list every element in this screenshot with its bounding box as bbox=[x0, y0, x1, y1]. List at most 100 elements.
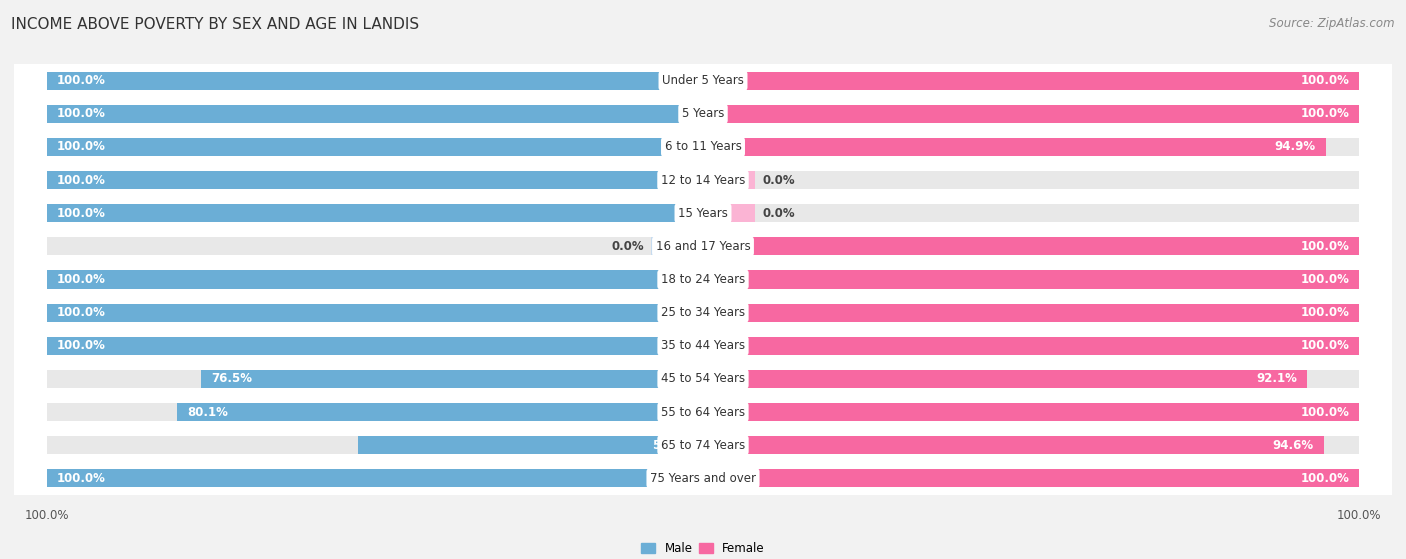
Bar bbox=[703, 337, 1360, 355]
Bar bbox=[46, 369, 703, 388]
Legend: Male, Female: Male, Female bbox=[637, 537, 769, 559]
Text: 18 to 24 Years: 18 to 24 Years bbox=[661, 273, 745, 286]
Bar bbox=[14, 462, 1392, 495]
Text: 52.6%: 52.6% bbox=[652, 439, 693, 452]
Bar bbox=[46, 72, 703, 90]
Bar bbox=[46, 171, 703, 190]
Text: 100.0%: 100.0% bbox=[56, 306, 105, 319]
Bar bbox=[46, 337, 703, 355]
Bar bbox=[46, 237, 703, 255]
Bar bbox=[703, 436, 1360, 454]
Bar bbox=[703, 469, 1360, 487]
Text: 100.0%: 100.0% bbox=[56, 273, 105, 286]
Text: INCOME ABOVE POVERTY BY SEX AND AGE IN LANDIS: INCOME ABOVE POVERTY BY SEX AND AGE IN L… bbox=[11, 17, 419, 32]
Bar bbox=[46, 403, 703, 421]
Bar bbox=[46, 337, 703, 355]
Bar bbox=[703, 436, 1323, 454]
Bar bbox=[703, 369, 1360, 388]
Bar bbox=[201, 369, 703, 388]
Bar bbox=[14, 395, 1392, 429]
Bar bbox=[14, 230, 1392, 263]
Text: 100.0%: 100.0% bbox=[1301, 472, 1350, 485]
Bar bbox=[703, 403, 1360, 421]
Bar bbox=[703, 105, 1360, 123]
Bar bbox=[14, 197, 1392, 230]
Bar bbox=[46, 72, 703, 90]
Bar bbox=[359, 436, 703, 454]
Bar bbox=[46, 105, 703, 123]
Text: 55 to 64 Years: 55 to 64 Years bbox=[661, 405, 745, 419]
Text: 25 to 34 Years: 25 to 34 Years bbox=[661, 306, 745, 319]
Text: 100.0%: 100.0% bbox=[1301, 273, 1350, 286]
Text: 76.5%: 76.5% bbox=[211, 372, 252, 385]
Bar bbox=[14, 263, 1392, 296]
Bar bbox=[703, 105, 1360, 123]
Text: 80.1%: 80.1% bbox=[187, 405, 228, 419]
Text: 16 and 17 Years: 16 and 17 Years bbox=[655, 240, 751, 253]
Bar bbox=[703, 304, 1360, 322]
Text: 12 to 14 Years: 12 to 14 Years bbox=[661, 174, 745, 187]
Text: 100.0%: 100.0% bbox=[56, 107, 105, 120]
Bar bbox=[46, 271, 703, 288]
Bar bbox=[14, 97, 1392, 130]
Bar bbox=[46, 138, 703, 156]
Text: 100.0%: 100.0% bbox=[56, 74, 105, 87]
Bar bbox=[703, 204, 1360, 222]
Bar bbox=[46, 171, 703, 190]
Text: 100.0%: 100.0% bbox=[1301, 107, 1350, 120]
Bar bbox=[703, 138, 1360, 156]
Text: 0.0%: 0.0% bbox=[612, 240, 644, 253]
Text: 100.0%: 100.0% bbox=[1301, 339, 1350, 352]
Text: 100.0%: 100.0% bbox=[56, 140, 105, 154]
Bar bbox=[14, 362, 1392, 395]
Bar bbox=[46, 204, 703, 222]
Bar bbox=[703, 271, 1360, 288]
Text: 100.0%: 100.0% bbox=[56, 207, 105, 220]
Bar bbox=[703, 369, 1308, 388]
Bar bbox=[14, 64, 1392, 97]
Bar bbox=[703, 204, 755, 222]
Bar bbox=[46, 304, 703, 322]
Text: 0.0%: 0.0% bbox=[762, 207, 794, 220]
Text: 100.0%: 100.0% bbox=[1301, 74, 1350, 87]
Bar bbox=[703, 72, 1360, 90]
Bar bbox=[14, 164, 1392, 197]
Text: 65 to 74 Years: 65 to 74 Years bbox=[661, 439, 745, 452]
Text: 94.9%: 94.9% bbox=[1275, 140, 1316, 154]
Text: 5 Years: 5 Years bbox=[682, 107, 724, 120]
Text: 15 Years: 15 Years bbox=[678, 207, 728, 220]
Text: 100.0%: 100.0% bbox=[1301, 240, 1350, 253]
Text: 45 to 54 Years: 45 to 54 Years bbox=[661, 372, 745, 385]
Bar bbox=[14, 329, 1392, 362]
Bar bbox=[46, 469, 703, 487]
Bar bbox=[703, 469, 1360, 487]
Bar bbox=[703, 304, 1360, 322]
Bar bbox=[703, 271, 1360, 288]
Bar bbox=[46, 271, 703, 288]
Bar bbox=[703, 237, 1360, 255]
Bar bbox=[46, 436, 703, 454]
Text: 92.1%: 92.1% bbox=[1257, 372, 1298, 385]
Text: 35 to 44 Years: 35 to 44 Years bbox=[661, 339, 745, 352]
Bar bbox=[703, 171, 755, 190]
Text: 100.0%: 100.0% bbox=[1301, 306, 1350, 319]
Bar bbox=[46, 304, 703, 322]
Bar bbox=[703, 337, 1360, 355]
Bar bbox=[14, 296, 1392, 329]
Text: 100.0%: 100.0% bbox=[56, 339, 105, 352]
Bar bbox=[703, 403, 1360, 421]
Bar bbox=[177, 403, 703, 421]
Text: Under 5 Years: Under 5 Years bbox=[662, 74, 744, 87]
Bar bbox=[46, 105, 703, 123]
Text: 0.0%: 0.0% bbox=[762, 174, 794, 187]
Bar bbox=[46, 469, 703, 487]
Text: 94.6%: 94.6% bbox=[1272, 439, 1313, 452]
Text: Source: ZipAtlas.com: Source: ZipAtlas.com bbox=[1270, 17, 1395, 30]
Text: 100.0%: 100.0% bbox=[56, 472, 105, 485]
Text: 100.0%: 100.0% bbox=[56, 174, 105, 187]
Text: 100.0%: 100.0% bbox=[1301, 405, 1350, 419]
Bar bbox=[14, 130, 1392, 164]
Bar bbox=[14, 429, 1392, 462]
Bar bbox=[703, 138, 1326, 156]
Bar bbox=[651, 237, 703, 255]
